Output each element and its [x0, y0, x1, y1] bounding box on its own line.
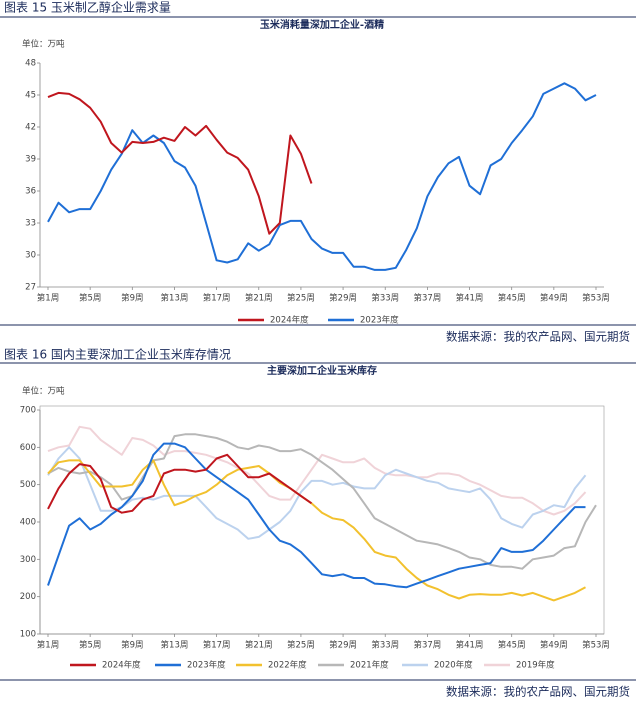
x-tick-label: 第5周	[79, 640, 101, 651]
legend-label: 2024年度	[270, 315, 309, 326]
series-line	[47, 91, 313, 235]
series-line	[47, 442, 586, 589]
series-line	[47, 453, 313, 514]
y-tick-label: 45	[25, 91, 36, 101]
y-tick-label: 400	[20, 518, 36, 528]
legend-label: 2022年度	[268, 660, 307, 671]
y-axis-unit: 单位：万吨	[22, 39, 65, 50]
x-tick-label: 第33周	[371, 640, 399, 651]
y-tick-label: 36	[25, 187, 36, 197]
source: 数据来源：我的农产品网、国元期货	[446, 330, 630, 344]
x-tick-label: 第21周	[245, 640, 273, 651]
y-tick-label: 600	[20, 443, 36, 453]
y-tick-label: 100	[20, 630, 36, 640]
caption: 图表 15 玉米制乙醇企业需求量	[4, 0, 171, 15]
y-tick-label: 200	[20, 592, 36, 602]
chart-title: 玉米消耗量深加工企业-酒精	[260, 18, 384, 31]
y-tick-label: 33	[25, 219, 36, 229]
y-tick-label: 700	[20, 406, 36, 416]
y-tick-label: 39	[25, 155, 36, 165]
legend-label: 2021年度	[350, 660, 389, 671]
series-line	[47, 82, 597, 271]
series-line	[47, 425, 587, 516]
x-tick-label: 第49周	[540, 293, 568, 304]
series-line	[47, 433, 597, 570]
series-line	[47, 459, 586, 602]
x-tick-label: 第45周	[498, 640, 526, 651]
y-tick-label: 300	[20, 555, 36, 565]
x-tick-label: 第25周	[287, 640, 315, 651]
x-tick-label: 第1周	[37, 640, 59, 651]
x-tick-label: 第17周	[203, 640, 231, 651]
x-tick-label: 第53周	[582, 293, 610, 304]
x-tick-label: 第5周	[79, 293, 101, 304]
x-tick-label: 第41周	[456, 293, 484, 304]
plot-frame	[39, 405, 605, 635]
x-tick-label: 第17周	[203, 293, 231, 304]
x-tick-label: 第37周	[413, 640, 441, 651]
series-line	[47, 446, 587, 540]
x-tick-label: 第53周	[582, 640, 610, 651]
y-tick-label: 27	[25, 283, 36, 293]
x-tick-label: 第1周	[37, 293, 59, 304]
y-tick-label: 500	[20, 480, 36, 490]
x-tick-label: 第29周	[329, 640, 357, 651]
y-tick-label: 48	[25, 59, 36, 69]
x-tick-label: 第13周	[161, 640, 189, 651]
x-tick-label: 第29周	[329, 293, 357, 304]
legend-label: 2020年度	[434, 660, 473, 671]
y-tick-label: 30	[25, 251, 36, 261]
caption: 图表 16 国内主要深加工企业玉米库存情况	[4, 347, 231, 362]
x-tick-label: 第9周	[121, 640, 143, 651]
y-axis-unit: 单位：万吨	[22, 386, 65, 397]
legend-label: 2023年度	[187, 660, 226, 671]
chart-title: 主要深加工企业玉米库存	[267, 364, 377, 377]
y-tick-label: 42	[25, 123, 36, 133]
legend-label: 2023年度	[360, 315, 399, 326]
x-tick-label: 第25周	[287, 293, 315, 304]
x-tick-label: 第9周	[121, 293, 143, 304]
source: 数据来源：我的农产品网、国元期货	[446, 685, 630, 699]
legend-label: 2019年度	[516, 660, 555, 671]
x-tick-label: 第21周	[245, 293, 273, 304]
x-tick-label: 第37周	[413, 293, 441, 304]
x-tick-label: 第45周	[498, 293, 526, 304]
x-tick-label: 第13周	[161, 293, 189, 304]
x-tick-label: 第41周	[456, 640, 484, 651]
x-tick-label: 第33周	[371, 293, 399, 304]
x-tick-label: 第49周	[540, 640, 568, 651]
legend-label: 2024年度	[102, 660, 141, 671]
